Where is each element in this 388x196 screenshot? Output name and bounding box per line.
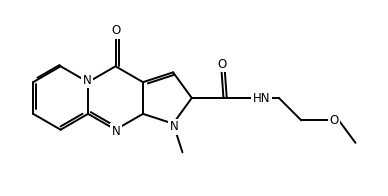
Text: HN: HN bbox=[253, 92, 270, 105]
Text: O: O bbox=[111, 24, 120, 37]
Text: O: O bbox=[217, 58, 226, 71]
Text: N: N bbox=[170, 120, 178, 133]
Text: N: N bbox=[83, 74, 92, 87]
Text: O: O bbox=[329, 114, 338, 127]
Text: N: N bbox=[112, 125, 121, 138]
